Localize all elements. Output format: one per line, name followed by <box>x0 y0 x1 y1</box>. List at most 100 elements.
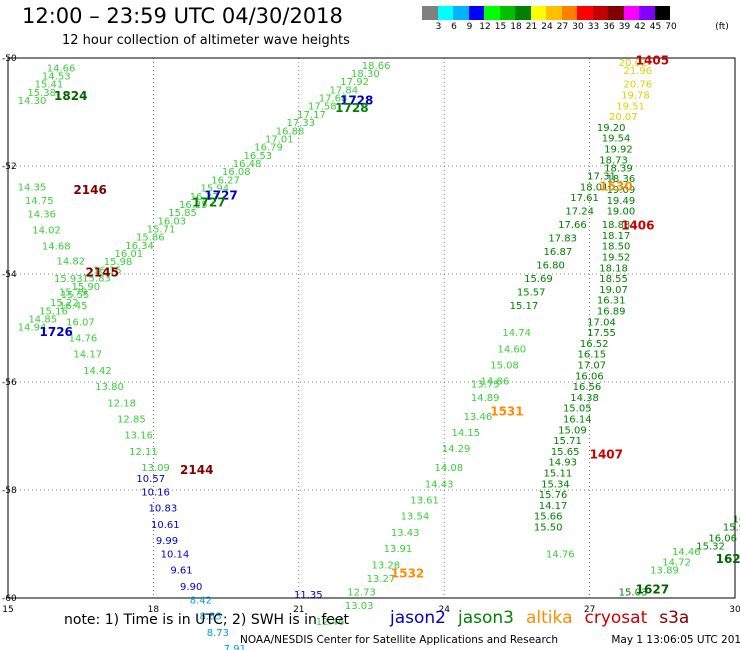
legend-tick-label: 21 <box>525 22 538 32</box>
data-label: 17.84 <box>330 85 359 96</box>
data-label: 15.41 <box>35 80 64 91</box>
footer-credit: NOAA/NESDIS Center for Satellite Applica… <box>240 634 558 646</box>
data-label: 14.35 <box>18 182 47 193</box>
y-tick-label: -52 <box>2 162 17 172</box>
satellite-legend-item: cryosat <box>584 608 648 628</box>
y-tick-label: -60 <box>2 594 17 604</box>
data-label: 18.50 <box>602 242 631 253</box>
data-label: 17.92 <box>340 77 369 88</box>
data-label: 16.87 <box>544 247 573 258</box>
data-label: 15.11 <box>544 469 573 480</box>
data-label: 13.27 <box>367 574 396 585</box>
data-label: 18.73 <box>599 155 628 166</box>
data-label: 16.48 <box>233 159 262 170</box>
data-label: 14.29 <box>442 444 471 455</box>
data-label: 17.61 <box>570 193 599 204</box>
data-label: 12.18 <box>107 398 136 409</box>
data-label: 15.55 <box>61 290 90 301</box>
data-label: 15.32 <box>696 541 725 552</box>
data-label: 16.14 <box>563 415 592 426</box>
data-label: 19.78 <box>621 91 650 102</box>
legend-swatch <box>561 6 577 20</box>
plot-frame <box>7 57 736 599</box>
x-tick-label: 30 <box>729 605 740 615</box>
data-label: 14.76 <box>546 550 575 561</box>
data-label: 14.43 <box>425 479 454 490</box>
time-label: 1406 <box>621 219 654 233</box>
data-label: 17.68 <box>319 94 348 105</box>
data-label: 16.37 <box>190 192 219 203</box>
data-label: 16.80 <box>536 261 565 272</box>
data-label: 16.34 <box>125 241 154 252</box>
data-label: 19.54 <box>602 134 631 145</box>
data-label: 18.55 <box>599 274 628 285</box>
satellite-legend-item: altika <box>526 608 573 628</box>
data-label: 16.25 <box>179 200 208 211</box>
data-label: 11.35 <box>294 590 323 601</box>
satellite-legend-item: s3a <box>659 608 690 628</box>
legend-swatch <box>577 6 593 20</box>
data-label: 19.00 <box>607 207 636 218</box>
y-tick-label: -54 <box>2 270 17 280</box>
legend-swatch <box>499 6 515 20</box>
data-label: 15.66 <box>534 512 563 523</box>
data-label: 16.45 <box>59 301 88 312</box>
data-label: 17.33 <box>287 118 316 129</box>
data-label: 16.06 <box>708 533 737 544</box>
data-label: 13.43 <box>391 528 420 539</box>
data-label: 15.76 <box>539 490 568 501</box>
data-label: 13.75 <box>471 379 500 390</box>
data-label: 10.61 <box>151 520 180 531</box>
data-label: 10.14 <box>161 550 190 561</box>
data-label: 16.27 <box>211 175 240 186</box>
time-label: 1726 <box>40 325 73 339</box>
x-tick-label: 15 <box>2 605 13 615</box>
data-label: 15.16 <box>39 306 68 317</box>
legend-swatch <box>639 6 655 20</box>
data-label: 19.07 <box>599 285 628 296</box>
data-label: 14.02 <box>32 226 61 237</box>
page-subtitle: 12 hour collection of altimeter wave hei… <box>62 33 350 48</box>
time-label: 1532 <box>391 566 424 580</box>
data-label: 12.85 <box>117 415 146 426</box>
data-label: 15.50 <box>534 523 563 534</box>
data-label: 15.09 <box>558 425 587 436</box>
data-label: 15.79 <box>59 288 88 299</box>
data-label: 17.04 <box>587 317 616 328</box>
data-label: 14.66 <box>47 64 76 75</box>
data-label: 14.72 <box>662 558 691 569</box>
page-title: 12:00 – 23:59 UTC 04/30/2018 <box>22 4 343 28</box>
data-label: 21.96 <box>624 66 653 77</box>
legend-tick-label: 39 <box>618 22 631 32</box>
data-label: 15.98 <box>104 257 133 268</box>
data-label: 13.89 <box>650 566 679 577</box>
data-label: 13.54 <box>401 512 430 523</box>
legend-tick-label: 27 <box>556 22 569 32</box>
data-label: 9.61 <box>170 566 192 577</box>
legend-swatch <box>468 6 484 20</box>
data-label: 18.66 <box>362 61 391 72</box>
bottom-note: note: 1) Time is in UTC; 2) SWH is in fe… <box>64 612 350 628</box>
data-label: 13.28 <box>372 560 401 571</box>
legend-tick-label: 33 <box>587 22 600 32</box>
footer: NOAA/NESDIS Center for Satellite Applica… <box>240 634 740 646</box>
data-label: 8.83 <box>199 612 221 623</box>
data-label: 18.18 <box>599 263 628 274</box>
data-label: 19.20 <box>597 123 626 134</box>
data-label: 16.53 <box>244 151 273 162</box>
color-legend-ticks: 3 6 9 12 15 18 21 24 27 30 33 36 39 42 45 70 (ft) <box>422 22 740 34</box>
legend-swatch <box>453 6 469 20</box>
y-tick-label: -58 <box>2 486 17 496</box>
x-tick-label: 27 <box>584 605 595 615</box>
data-label: 18.83 <box>602 220 631 231</box>
legend-tick-label: 3 <box>435 22 442 32</box>
data-label: 14.68 <box>42 242 71 253</box>
legend-tick-label: 6 <box>451 22 457 32</box>
data-label: 20.07 <box>609 112 638 123</box>
legend-unit-label: (ft) <box>715 22 729 32</box>
time-label: 1530 <box>599 179 632 193</box>
data-label: 20.76 <box>624 80 653 91</box>
satellite-legend-item: jason2 <box>390 608 446 628</box>
data-label: 12.73 <box>347 587 376 598</box>
data-label: 17.31 <box>587 172 616 183</box>
